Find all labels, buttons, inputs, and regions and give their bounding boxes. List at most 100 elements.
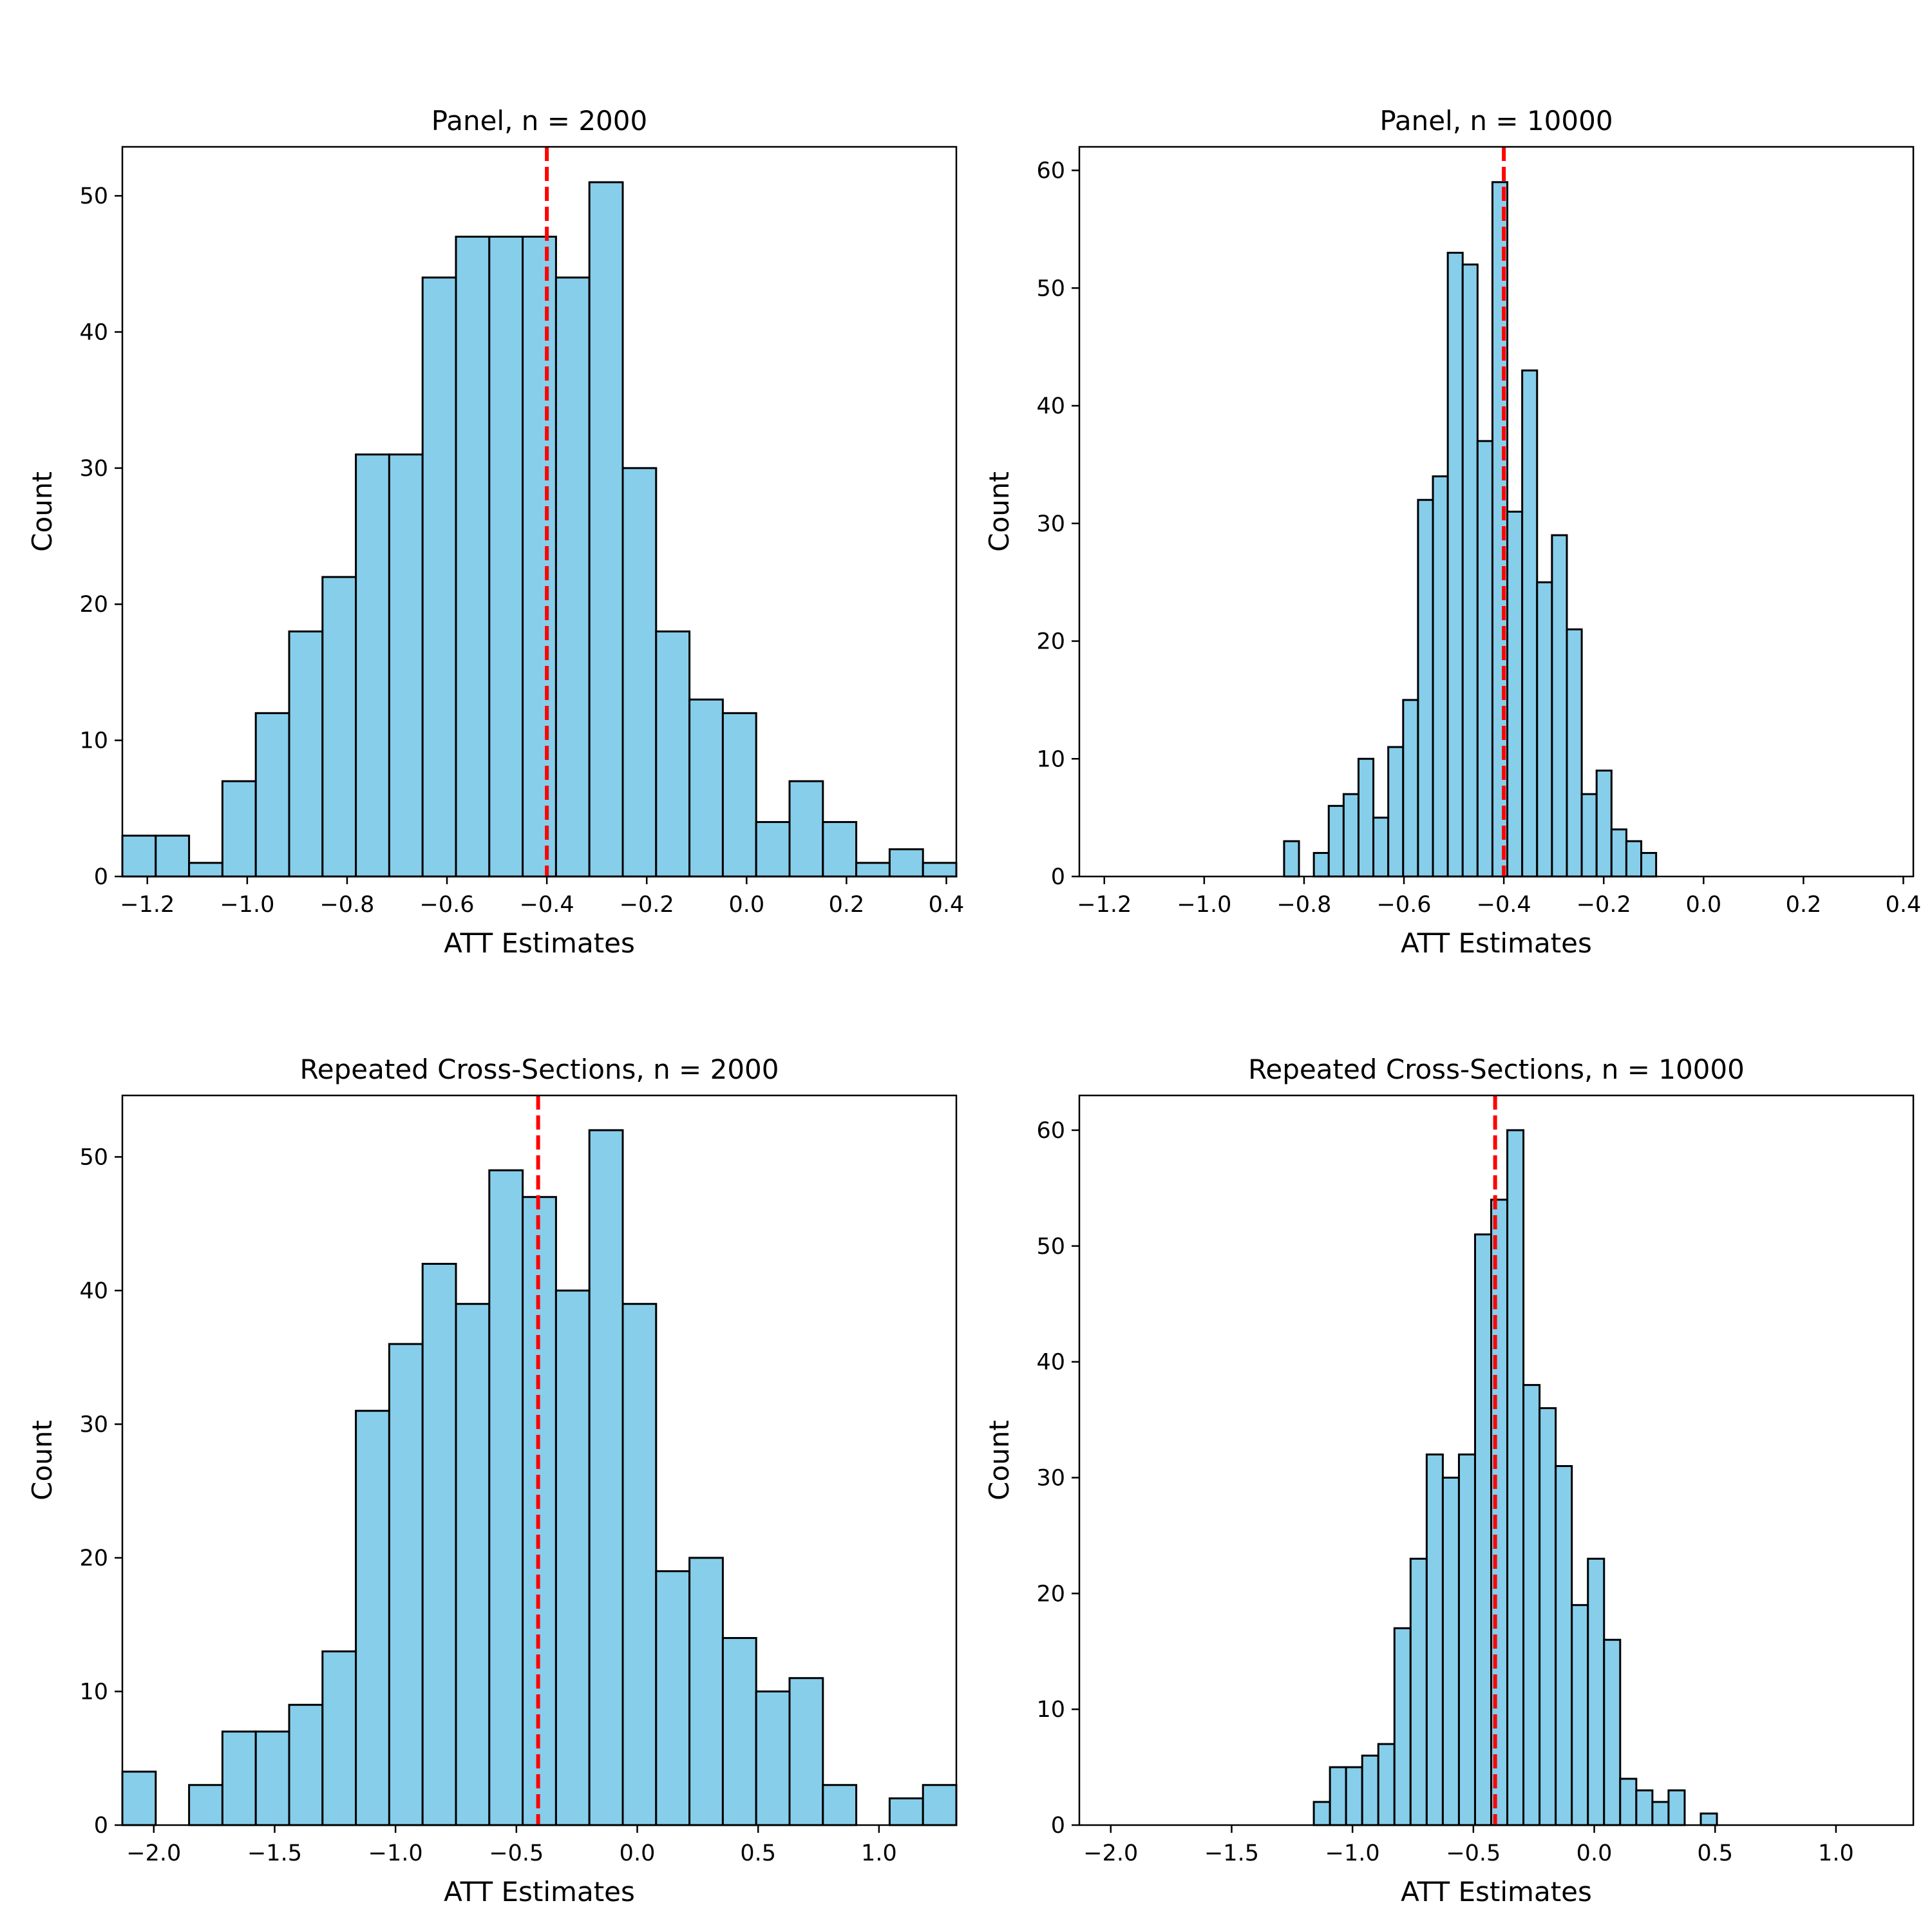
y-tick-label: 0 (1051, 1813, 1065, 1839)
histogram-bar (1361, 1754, 1379, 1826)
histogram-bar (1506, 1129, 1525, 1826)
y-tick-label: 10 (1036, 1697, 1065, 1723)
histogram-bar (1372, 817, 1390, 878)
x-tick-label: 0.4 (1886, 892, 1922, 918)
histogram-bar (554, 276, 591, 878)
y-tick-label: 20 (1036, 1581, 1065, 1607)
x-tick-label: −2.0 (1083, 1841, 1138, 1866)
histogram-bar (321, 1650, 357, 1826)
histogram-bar (721, 712, 757, 878)
histogram-bar (221, 780, 257, 878)
histogram-bar (355, 1410, 390, 1826)
y-tick-label: 40 (1036, 393, 1065, 419)
histogram-bar (1635, 1789, 1654, 1826)
histogram-bar (1603, 1638, 1622, 1826)
histogram-bar (1312, 851, 1330, 878)
histogram-bar (455, 236, 491, 878)
histogram-bar (1329, 1766, 1347, 1826)
x-axis-label: ATT Estimates (1401, 927, 1592, 959)
histogram-bar (1580, 793, 1598, 878)
x-tick-label: −1.0 (1325, 1841, 1380, 1866)
histogram-bar (1402, 699, 1419, 878)
x-tick-label: 0.0 (1577, 1841, 1613, 1866)
y-tick-label: 10 (1036, 746, 1065, 772)
histogram-bar (1587, 1557, 1605, 1826)
x-tick-label: −0.5 (489, 1841, 544, 1866)
histogram-bar (1667, 1789, 1686, 1826)
y-tick-label: 60 (1036, 1118, 1065, 1144)
histogram-bar (1625, 840, 1643, 878)
histogram-bar (1539, 1407, 1557, 1826)
histogram-bar (455, 1303, 491, 1826)
y-axis-label: Count (983, 1420, 1015, 1501)
histogram-bar (1345, 1766, 1363, 1826)
histogram-bar (1619, 1777, 1638, 1826)
histogram-bar (1377, 1743, 1396, 1826)
x-tick-label: −0.2 (620, 892, 674, 918)
histogram-bar (1417, 498, 1434, 878)
histogram-bar (688, 1557, 724, 1826)
panel-bottom-right: Repeated Cross-Sections, n = 10000 ATT E… (983, 1054, 1915, 1908)
histogram-bar (155, 835, 191, 878)
x-axis-label: ATT Estimates (444, 927, 635, 959)
x-tick-label: −1.5 (247, 1841, 302, 1866)
y-tick-label: 40 (79, 319, 108, 345)
x-tick-label: −0.4 (520, 892, 574, 918)
y-tick-label: 50 (79, 184, 108, 209)
x-tick-label: −0.8 (319, 892, 374, 918)
x-tick-label: 1.0 (861, 1841, 897, 1866)
y-tick-label: 10 (79, 1679, 108, 1705)
histogram-bar (755, 820, 791, 878)
x-tick-label: 0.5 (740, 1841, 776, 1866)
x-tick-label: 0.4 (929, 892, 965, 918)
x-tick-label: −2.0 (126, 1841, 181, 1866)
x-tick-label: −0.5 (1446, 1841, 1501, 1866)
x-tick-label: −1.0 (1177, 892, 1231, 918)
histogram-bar (1640, 851, 1658, 878)
histogram-bar (288, 630, 324, 878)
histogram-bar (388, 453, 424, 878)
plot-frame (1078, 1094, 1915, 1826)
x-tick-label: −1.2 (1077, 892, 1132, 918)
histogram-bar (421, 276, 457, 878)
y-tick-label: 60 (1036, 158, 1065, 184)
x-axis-label: ATT Estimates (444, 1876, 635, 1908)
histogram-bar (822, 1784, 858, 1826)
histogram-bar (1551, 534, 1568, 878)
x-tick-label: −0.6 (1377, 892, 1432, 918)
y-tick-label: 0 (94, 1813, 108, 1839)
panel-top-left: Panel, n = 2000 ATT Estimates Count −1.2… (26, 105, 964, 959)
plot-frame (1078, 146, 1915, 878)
y-tick-label: 50 (1036, 276, 1065, 301)
histogram-bar (321, 576, 357, 878)
histogram-bar (1312, 1801, 1331, 1826)
histogram-bar (922, 862, 958, 878)
histogram-bars (1283, 181, 1658, 878)
x-tick-label: −1.2 (120, 892, 175, 918)
histogram-bars (121, 181, 958, 878)
histogram-bar (254, 1730, 290, 1826)
y-tick-label: 30 (1036, 1465, 1065, 1491)
histogram-bar (1457, 1454, 1476, 1826)
x-tick-label: −0.8 (1276, 892, 1331, 918)
histogram-bar (1506, 511, 1524, 878)
histogram-bar (1473, 1233, 1493, 1826)
histogram-bar (488, 1169, 524, 1826)
plot-frame (121, 1094, 958, 1826)
plot-frame (121, 146, 958, 878)
histogram-bar (121, 835, 157, 878)
histogram-bar (1700, 1812, 1718, 1826)
histogram-bar (822, 820, 858, 878)
x-tick-label: −1.0 (368, 1841, 423, 1866)
y-axis-label: Count (26, 471, 58, 552)
histogram-bar (188, 1784, 223, 1826)
histogram-bars (1312, 1129, 1718, 1826)
histogram-bar (1393, 1627, 1412, 1826)
histogram-bar (1342, 793, 1359, 878)
y-tick-label: 50 (1036, 1234, 1065, 1260)
histogram-bar (1521, 369, 1539, 878)
x-tick-label: −0.4 (1477, 892, 1531, 918)
histogram-bar (621, 1303, 658, 1826)
